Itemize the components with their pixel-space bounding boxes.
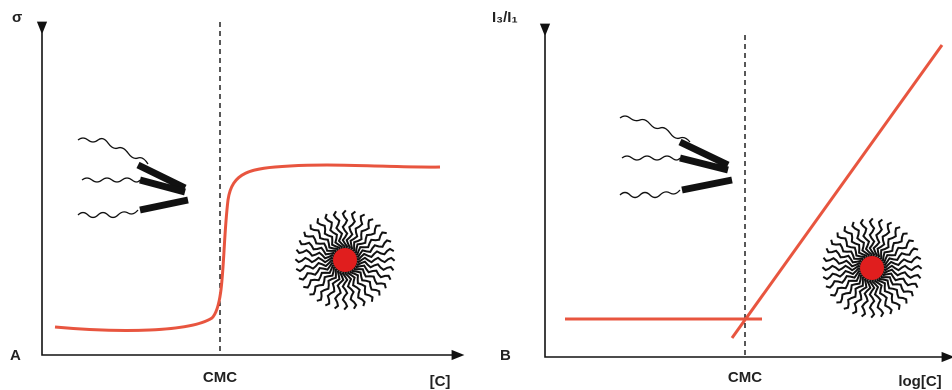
micelle-tail — [295, 248, 336, 260]
head — [139, 196, 189, 214]
micelle-tail — [821, 264, 863, 272]
micelle-tail — [351, 266, 381, 296]
micelle-tail — [303, 231, 338, 255]
monomers — [77, 137, 189, 219]
panel-label: A — [10, 347, 21, 364]
micelle-tail — [851, 221, 871, 259]
micelle-core — [860, 256, 884, 280]
micelle-tail — [303, 264, 337, 289]
micelle-tail — [354, 247, 395, 261]
micelle-tail — [345, 210, 357, 251]
micelle-tail — [316, 267, 340, 302]
micelle-tail — [880, 271, 919, 289]
micelle — [294, 209, 396, 311]
micelle-tail — [348, 213, 366, 252]
micelle-tail — [859, 218, 873, 259]
micelle-tail — [843, 275, 867, 310]
micelle-tail — [836, 274, 866, 304]
tail — [81, 177, 141, 183]
head — [681, 176, 733, 194]
head — [678, 138, 730, 169]
y-axis-label: σ — [12, 9, 22, 26]
micelle-tail — [341, 209, 349, 251]
micelle-tail — [851, 276, 869, 315]
micelle-tail — [881, 264, 923, 272]
micelle-tail — [822, 256, 863, 268]
micelle-core — [333, 248, 357, 272]
cmc-label: CMC — [728, 369, 762, 386]
micelle-tail — [878, 232, 908, 262]
micelle-tail — [830, 239, 865, 263]
x-axis-label: [C] — [430, 373, 451, 390]
micelle-tail — [333, 269, 345, 310]
micelle-tail — [309, 224, 339, 254]
micelle-tail — [881, 247, 919, 267]
micelle-tail — [349, 268, 374, 302]
micelle-tail — [350, 218, 374, 253]
tail — [77, 137, 149, 165]
micelle-tail — [868, 217, 876, 259]
micelle-tail — [871, 277, 885, 318]
micelle-tail — [873, 277, 893, 315]
curve — [54, 163, 441, 332]
micelle-tail — [351, 224, 381, 254]
y-axis-label: I₃/I₁ — [492, 9, 518, 26]
micelle-tail — [881, 268, 922, 280]
micelle-tail — [825, 247, 864, 265]
micelle-tail — [341, 269, 349, 311]
rising-line — [730, 44, 944, 339]
panel-b: I₃/I₁ B CMC log[C] — [492, 9, 952, 390]
head — [136, 161, 187, 192]
micelle-tail — [353, 231, 387, 256]
micelle-tail — [872, 218, 884, 259]
head — [139, 176, 186, 196]
tail — [621, 155, 681, 161]
micelle-tail — [878, 274, 908, 304]
monomers — [619, 115, 733, 199]
micelle-tail — [830, 272, 864, 297]
micelle-tail — [354, 260, 395, 272]
micelle-tail — [294, 256, 336, 264]
micelle-tail — [324, 268, 342, 307]
micelle-tail — [354, 256, 396, 264]
tail — [77, 209, 139, 219]
micelle-tail — [875, 221, 893, 260]
micelle-tail — [868, 277, 876, 319]
axes — [539, 23, 952, 363]
cmc-label: CMC — [203, 369, 237, 386]
micelle-tail — [880, 239, 914, 264]
micelle-tail — [860, 277, 872, 318]
micelle-tail — [346, 269, 366, 307]
micelle-tail — [843, 226, 868, 260]
tail — [619, 189, 681, 199]
micelle-tail — [881, 255, 922, 269]
axes — [36, 21, 465, 361]
micelle-tail — [354, 239, 392, 259]
micelle-tail — [879, 273, 914, 297]
micelle-tail — [344, 269, 358, 310]
micelle-tail — [822, 267, 863, 281]
micelle — [821, 217, 923, 319]
micelle-tail — [309, 266, 339, 296]
micelle-tail — [876, 276, 901, 310]
micelle-tail — [877, 226, 901, 261]
micelle-tail — [353, 263, 392, 281]
micelle-tail — [298, 261, 336, 281]
micelle-tail — [324, 213, 344, 251]
x-axis-label: log[C] — [898, 373, 941, 390]
micelle-tail — [352, 265, 387, 289]
tail — [619, 115, 691, 143]
micelle-tail — [332, 210, 346, 251]
panel-label: B — [500, 347, 511, 364]
micelle-tail — [298, 239, 337, 257]
micelle-tail — [836, 232, 866, 262]
panel-a: σ A CMC [C] — [10, 9, 465, 390]
micelle-tail — [825, 269, 863, 289]
micelle-tail — [316, 218, 341, 252]
head — [679, 154, 729, 174]
micelle-tail — [295, 259, 336, 273]
